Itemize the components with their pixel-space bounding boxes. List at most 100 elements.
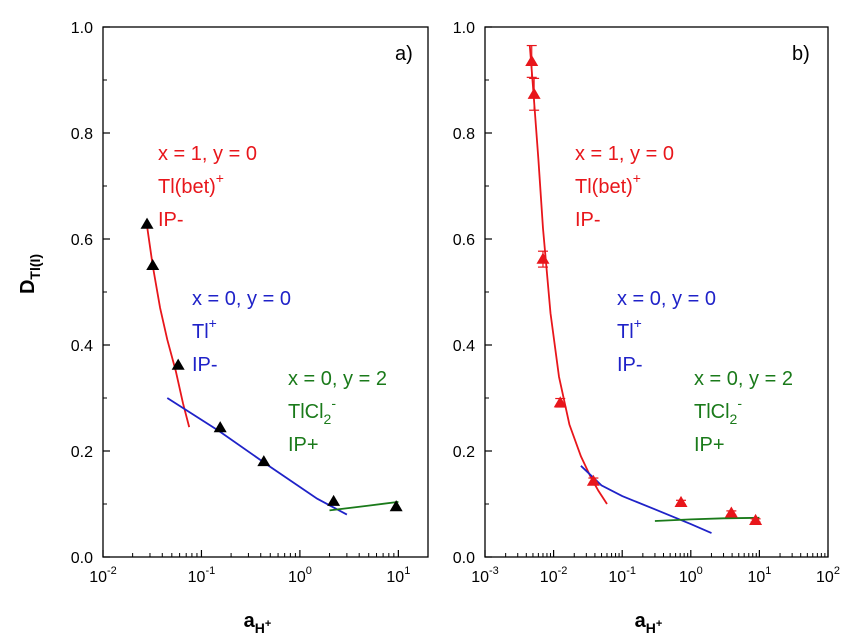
data-point (389, 500, 403, 512)
chart-panel-a: 0.00.20.40.60.81.010-2 10-1 100 101aH+DTl(I… (17, 20, 429, 636)
y-tick-label: 0.8 (453, 126, 475, 143)
annotation-text: x = 1, y = 0 (158, 143, 257, 165)
annotation-text: IP+ (694, 434, 725, 456)
y-tick-label: 0.4 (453, 338, 475, 355)
annotation-line: Tl(bet)+ (158, 170, 224, 198)
data-point (586, 474, 600, 486)
x-tick-exponent: 0 (306, 565, 312, 577)
annotation-line: Tl(bet)+ (575, 170, 641, 198)
data-point (171, 358, 185, 370)
fit-curve-1 (166, 397, 348, 516)
panel-label: b) (792, 43, 810, 65)
annotation-text: TlCl (694, 401, 730, 423)
annotation-line: IP- (158, 209, 184, 231)
annotation-text: x = 0, y = 2 (288, 368, 387, 390)
annotation-line: IP+ (694, 434, 725, 456)
y-tick-label: 0.6 (71, 232, 93, 249)
annotation-sup: + (216, 170, 224, 186)
fit-curve-2 (329, 501, 399, 512)
data-point (674, 495, 688, 507)
x-tick-label: 101 (386, 565, 410, 586)
x-tick-base: 10 (540, 569, 558, 586)
x-tick-label: 10-3 (471, 565, 499, 586)
x-tick-base: 10 (89, 569, 107, 586)
data-point (527, 87, 541, 99)
fit-curve-1 (580, 465, 712, 534)
annotation-text: IP- (192, 354, 218, 376)
x-tick-base: 10 (288, 569, 306, 586)
x-tick-label: 100 (288, 565, 312, 586)
annotation-line: IP- (617, 354, 643, 376)
x-tick-label: 100 (679, 565, 703, 586)
data-point (327, 494, 341, 506)
x-tick-exponent: 2 (834, 565, 840, 577)
data-point (146, 259, 160, 271)
x-tick-label: 10-1 (608, 565, 636, 586)
x-tick-base: 10 (386, 569, 404, 586)
annotation-line: x = 0, y = 0 (192, 288, 291, 310)
y-tick-label: 0.2 (453, 444, 475, 461)
annotation-line: x = 0, y = 0 (617, 288, 716, 310)
annotation-line: Tl+ (617, 315, 642, 343)
data-point (724, 506, 738, 518)
x-tick-base: 10 (679, 569, 697, 586)
data-point (257, 455, 271, 467)
x-tick-exponent: -2 (107, 565, 117, 577)
x-axis-label-sup: + (265, 618, 271, 630)
x-tick-base: 10 (816, 569, 834, 586)
data-point (536, 252, 550, 264)
annotation-text: TlCl (288, 401, 324, 423)
y-tick-label: 1.0 (453, 20, 475, 37)
annotation-sup: + (634, 315, 642, 331)
annotation-line: x = 0, y = 2 (694, 368, 793, 390)
fit-curve-0 (528, 45, 608, 505)
panel-label: a) (395, 43, 413, 65)
y-tick-label: 0.0 (71, 550, 93, 567)
x-tick-label: 10-2 (540, 565, 568, 586)
annotation-text: IP+ (288, 434, 319, 456)
x-tick-base: 10 (188, 569, 206, 586)
chart-panel-b: 0.00.20.40.60.81.010-3 10-2 10-1 100 101 102a… (453, 20, 840, 636)
x-tick-exponent: -1 (205, 565, 215, 577)
x-tick-base: 10 (471, 569, 489, 586)
x-tick-exponent: 1 (765, 565, 771, 577)
y-tick-label: 0.4 (71, 338, 93, 355)
annotation-text: Tl(bet) (158, 176, 216, 198)
fit-curve-2 (654, 516, 760, 522)
x-axis-label: aH+ (635, 610, 663, 636)
x-tick-exponent: -2 (558, 565, 568, 577)
annotation-line: x = 0, y = 2 (288, 368, 387, 390)
annotation-text: x = 1, y = 0 (575, 143, 674, 165)
annotation-line: x = 1, y = 0 (575, 143, 674, 165)
x-axis-label-main: a (635, 610, 647, 632)
annotation-text: Tl (192, 321, 209, 343)
x-axis-label: aH+ (244, 610, 272, 636)
x-tick-exponent: -3 (489, 565, 499, 577)
annotation-sup: + (633, 170, 641, 186)
annotation-line: Tl+ (192, 315, 217, 343)
x-axis-label-sub: H (255, 620, 265, 636)
y-tick-label: 0.2 (71, 444, 93, 461)
annotation-text: Tl (617, 321, 634, 343)
y-tick-label: 0.6 (453, 232, 475, 249)
x-tick-exponent: 1 (404, 565, 410, 577)
annotation-text: x = 0, y = 2 (694, 368, 793, 390)
data-point (140, 217, 154, 229)
x-axis-label-sub: H (646, 620, 656, 636)
annotation-line: TlCl2- (694, 395, 742, 427)
y-tick-label: 0.0 (453, 550, 475, 567)
annotation-text: IP- (575, 209, 601, 231)
x-axis-label-sup: + (656, 618, 662, 630)
x-axis-label-main: a (244, 610, 256, 632)
annotation-text: Tl(bet) (575, 176, 633, 198)
x-tick-label: 10-1 (188, 565, 216, 586)
y-tick-label: 1.0 (71, 20, 93, 37)
annotation-sub: 2 (324, 411, 332, 427)
x-tick-exponent: 0 (697, 565, 703, 577)
fit-curve-0 (146, 225, 191, 428)
y-axis-label-main: D (17, 280, 39, 294)
x-tick-label: 102 (816, 565, 840, 586)
x-tick-base: 10 (608, 569, 626, 586)
data-point (525, 54, 539, 66)
